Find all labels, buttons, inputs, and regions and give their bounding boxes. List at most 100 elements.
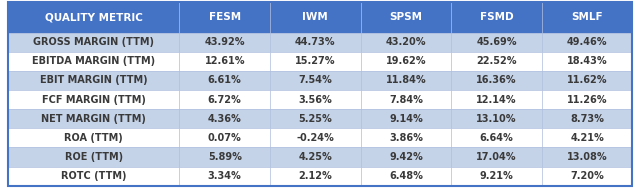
Text: 22.52%: 22.52% [476, 56, 516, 66]
Text: 3.86%: 3.86% [389, 133, 423, 143]
Text: 15.27%: 15.27% [295, 56, 335, 66]
Text: 43.92%: 43.92% [205, 37, 245, 47]
Bar [360, 147, 451, 167]
Bar [270, 109, 360, 128]
Bar [451, 52, 541, 71]
Bar [451, 167, 541, 186]
Bar [270, 33, 360, 52]
Bar [179, 147, 270, 167]
Text: FSMD: FSMD [479, 12, 513, 22]
Text: 5.25%: 5.25% [298, 114, 332, 124]
Text: 7.20%: 7.20% [570, 171, 604, 181]
Text: 44.73%: 44.73% [295, 37, 335, 47]
Text: 8.73%: 8.73% [570, 114, 604, 124]
Bar [8, 128, 179, 147]
Text: 13.10%: 13.10% [476, 114, 516, 124]
Bar [8, 167, 179, 186]
Text: -0.24%: -0.24% [296, 133, 334, 143]
Text: 43.20%: 43.20% [386, 37, 426, 47]
Bar [8, 52, 179, 71]
Bar [270, 71, 360, 90]
Bar [451, 71, 541, 90]
Text: 12.61%: 12.61% [205, 56, 245, 66]
Bar [541, 147, 632, 167]
Bar [360, 52, 451, 71]
Text: 13.08%: 13.08% [567, 152, 607, 162]
Bar [8, 33, 179, 52]
Bar [360, 90, 451, 109]
Bar [360, 33, 451, 52]
Bar [451, 90, 541, 109]
Bar [451, 109, 541, 128]
Bar [8, 90, 179, 109]
Bar [541, 90, 632, 109]
Text: 6.72%: 6.72% [208, 95, 242, 105]
Text: 16.36%: 16.36% [476, 75, 516, 85]
Bar [8, 147, 179, 167]
Text: 3.56%: 3.56% [298, 95, 332, 105]
Text: 5.89%: 5.89% [208, 152, 242, 162]
Bar [360, 167, 451, 186]
Text: 45.69%: 45.69% [476, 37, 516, 47]
Text: ROE (TTM): ROE (TTM) [65, 152, 123, 162]
Text: 6.61%: 6.61% [208, 75, 242, 85]
Bar [270, 147, 360, 167]
Text: GROSS MARGIN (TTM): GROSS MARGIN (TTM) [33, 37, 154, 47]
Text: QUALITY METRIC: QUALITY METRIC [45, 12, 143, 22]
Bar [179, 90, 270, 109]
Text: 9.42%: 9.42% [389, 152, 423, 162]
Text: 17.04%: 17.04% [476, 152, 516, 162]
Text: 9.21%: 9.21% [479, 171, 513, 181]
Text: 11.62%: 11.62% [567, 75, 607, 85]
Text: 2.12%: 2.12% [298, 171, 332, 181]
Bar [179, 71, 270, 90]
Bar [541, 71, 632, 90]
Text: 4.21%: 4.21% [570, 133, 604, 143]
Text: IWM: IWM [303, 12, 328, 22]
Text: 11.26%: 11.26% [567, 95, 607, 105]
Text: 0.07%: 0.07% [208, 133, 242, 143]
Bar [270, 52, 360, 71]
Bar [360, 71, 451, 90]
Bar [360, 2, 451, 33]
Bar [270, 167, 360, 186]
Text: 11.84%: 11.84% [385, 75, 426, 85]
Text: 6.48%: 6.48% [389, 171, 423, 181]
Bar [541, 109, 632, 128]
Bar [8, 2, 179, 33]
Bar [270, 90, 360, 109]
Text: 6.64%: 6.64% [479, 133, 513, 143]
Text: NET MARGIN (TTM): NET MARGIN (TTM) [41, 114, 146, 124]
Text: 9.14%: 9.14% [389, 114, 423, 124]
Bar [179, 109, 270, 128]
Bar [8, 109, 179, 128]
Text: ROA (TTM): ROA (TTM) [64, 133, 123, 143]
Bar [451, 147, 541, 167]
Text: EBITDA MARGIN (TTM): EBITDA MARGIN (TTM) [32, 56, 155, 66]
Bar [541, 167, 632, 186]
Text: FESM: FESM [209, 12, 241, 22]
Text: EBIT MARGIN (TTM): EBIT MARGIN (TTM) [40, 75, 147, 85]
Text: 4.25%: 4.25% [298, 152, 332, 162]
Text: FCF MARGIN (TTM): FCF MARGIN (TTM) [42, 95, 145, 105]
Text: 7.54%: 7.54% [298, 75, 332, 85]
Text: 12.14%: 12.14% [476, 95, 516, 105]
Text: 7.84%: 7.84% [389, 95, 423, 105]
Text: ROTC (TTM): ROTC (TTM) [61, 171, 126, 181]
Text: 49.46%: 49.46% [567, 37, 607, 47]
Bar [541, 33, 632, 52]
Bar [270, 2, 360, 33]
Bar [451, 2, 541, 33]
Bar [451, 128, 541, 147]
Bar [179, 2, 270, 33]
Bar [179, 52, 270, 71]
Text: 19.62%: 19.62% [386, 56, 426, 66]
Bar [8, 71, 179, 90]
Bar [270, 128, 360, 147]
Bar [179, 128, 270, 147]
Bar [451, 33, 541, 52]
Bar [179, 33, 270, 52]
Bar [360, 109, 451, 128]
Bar [541, 128, 632, 147]
Bar [179, 167, 270, 186]
